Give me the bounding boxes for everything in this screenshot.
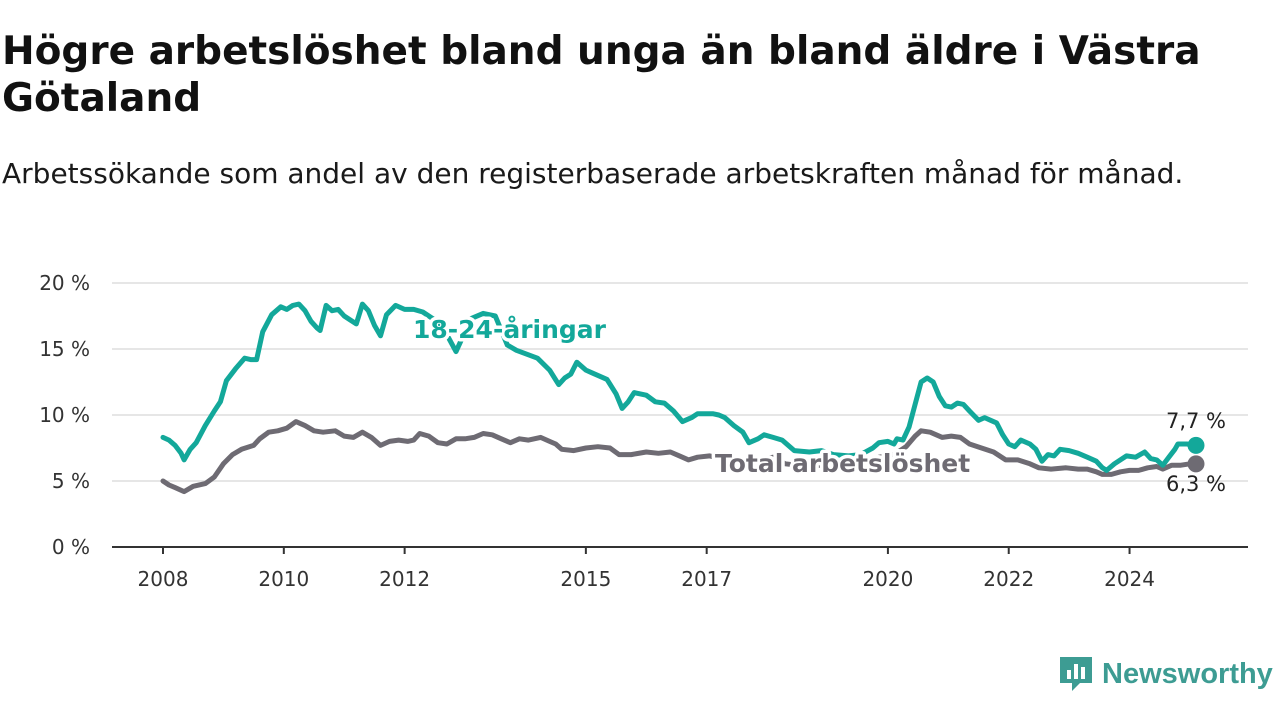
y-tick-label: 15 %: [39, 337, 90, 361]
x-tick-label: 2024: [1104, 567, 1155, 591]
x-tick-label: 2012: [379, 567, 430, 591]
end-value-label-18-24: 7,7 %: [1166, 409, 1226, 433]
y-tick-label: 0 %: [52, 535, 90, 559]
series-label-total: Total arbetslöshet: [715, 449, 970, 478]
y-axis-ticks: 0 % 5 % 10 % 15 % 20 %: [39, 271, 90, 559]
end-value-label-total: 6,3 %: [1166, 472, 1226, 496]
x-tick-label: 2010: [258, 567, 309, 591]
x-tick-label: 2015: [560, 567, 611, 591]
y-tick-label: 10 %: [39, 403, 90, 427]
x-axis: 2008 2010 2012 2015 2017 2020 2022 2024: [112, 546, 1248, 591]
x-tick-label: 2022: [983, 567, 1034, 591]
chart-labels: 18-24-åringar Total arbetslöshet 7,7 % 6,3 …: [410, 312, 1227, 497]
chart-title: Högre arbetslöshet bland unga än bland ä…: [2, 29, 1201, 121]
series-line: [160, 301, 1199, 473]
chart-series: [160, 301, 1205, 495]
gridlines: [112, 282, 1248, 482]
brand-name: Newsworthy: [1102, 657, 1273, 690]
newsworthy-logo-icon: [1060, 657, 1092, 691]
x-tick-label: 2008: [138, 567, 189, 591]
chart-subtitle: Arbetssökande som andel av den registerb…: [2, 157, 1184, 190]
newsworthy-brand[interactable]: Newsworthy: [1058, 652, 1273, 696]
x-tick-label: 2017: [681, 567, 732, 591]
series-label-18-24: 18-24-åringar: [413, 315, 607, 344]
series-end-point: [1187, 436, 1205, 454]
y-tick-label: 20 %: [39, 271, 90, 295]
series-line: [160, 419, 1199, 495]
y-tick-label: 5 %: [52, 469, 90, 493]
x-tick-label: 2020: [862, 567, 913, 591]
series-end-point: [1187, 455, 1205, 473]
